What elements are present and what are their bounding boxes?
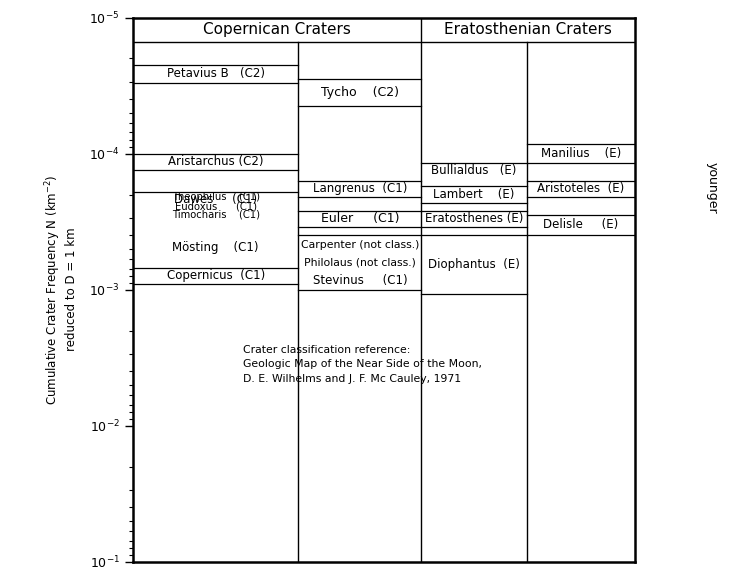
Text: Timocharis    (C1): Timocharis (C1): [172, 210, 260, 220]
Text: Carpenter (not class.): Carpenter (not class.): [301, 240, 419, 250]
Text: Mösting    (C1): Mösting (C1): [173, 241, 259, 254]
Y-axis label: Cumulative Crater Frequency N (km$^{-2}$)
reduced to D = 1 km: Cumulative Crater Frequency N (km$^{-2}$…: [44, 174, 78, 405]
Text: Copernican Craters: Copernican Craters: [203, 22, 351, 37]
Text: Langrenus  (C1): Langrenus (C1): [313, 183, 407, 195]
Text: Philolaus (not class.): Philolaus (not class.): [304, 257, 415, 267]
Text: Manilius    (E): Manilius (E): [541, 147, 621, 160]
Text: Copernicus  (C1): Copernicus (C1): [167, 270, 265, 283]
Text: Bullialdus   (E): Bullialdus (E): [432, 164, 517, 177]
Text: Dawes     (C1): Dawes (C1): [174, 193, 258, 207]
Text: Lambert    (E): Lambert (E): [433, 188, 515, 201]
Text: Aristarchus (C2): Aristarchus (C2): [168, 155, 263, 168]
Text: Eudoxus      (C1): Eudoxus (C1): [175, 202, 257, 212]
Text: Eratosthenian Craters: Eratosthenian Craters: [444, 22, 612, 37]
Text: Stevinus     (C1): Stevinus (C1): [313, 274, 407, 287]
Text: Delisle     (E): Delisle (E): [543, 218, 618, 232]
Text: younger: younger: [706, 162, 719, 214]
Text: Crater classification reference:
Geologic Map of the Near Side of the Moon,
D. E: Crater classification reference: Geologi…: [244, 345, 482, 384]
Text: Theophilus    (C1): Theophilus (C1): [172, 192, 260, 202]
Text: Eratosthenes (E): Eratosthenes (E): [425, 212, 523, 225]
Text: Tycho    (C2): Tycho (C2): [321, 86, 399, 99]
Text: Petavius B   (C2): Petavius B (C2): [167, 67, 265, 81]
Text: Euler     (C1): Euler (C1): [321, 212, 399, 225]
Text: Diophantus  (E): Diophantus (E): [428, 258, 520, 271]
Text: Aristoteles  (E): Aristoteles (E): [537, 183, 624, 195]
